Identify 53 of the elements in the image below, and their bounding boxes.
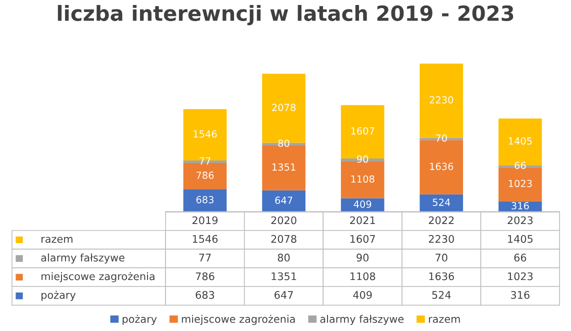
data-label: 77 bbox=[199, 254, 211, 262]
text: pożary bbox=[42, 290, 76, 301]
text: alarmy fałszywe bbox=[320, 314, 404, 325]
bar bbox=[420, 140, 464, 194]
x-tick-label: 2021 bbox=[350, 216, 375, 224]
data-label: 2230 bbox=[428, 234, 454, 243]
text: 1108 bbox=[351, 175, 374, 183]
data-label: 66 bbox=[514, 254, 526, 262]
text: 316 bbox=[512, 202, 529, 210]
data-label: 2078 bbox=[271, 234, 296, 243]
text: 1351 bbox=[272, 163, 296, 171]
x-tick-label: 2019 bbox=[192, 216, 218, 224]
data-label: 80 bbox=[278, 254, 290, 262]
legend-label: alarmy fałszywe bbox=[41, 253, 124, 264]
x-tick-label: 2023 bbox=[508, 216, 533, 224]
data-label: 683 bbox=[196, 290, 214, 299]
data-label: 786 bbox=[196, 272, 214, 280]
data-label: 1351 bbox=[272, 272, 296, 280]
data-label: 1546 bbox=[192, 234, 218, 243]
data-label: 1023 bbox=[508, 272, 533, 280]
text: 1607 bbox=[351, 127, 374, 135]
data-label: 90 bbox=[356, 254, 369, 262]
x-tick-label: 2022 bbox=[428, 216, 454, 224]
data-label: 1108 bbox=[350, 272, 376, 280]
data-label: 1636 bbox=[429, 272, 454, 280]
legend-label: pożary bbox=[122, 314, 157, 325]
data-label: 70 bbox=[436, 254, 448, 262]
legend-label: miejscowe zagrożenia bbox=[42, 272, 154, 282]
data-label: 1405 bbox=[508, 234, 533, 243]
text: 524 bbox=[432, 198, 450, 206]
data-label: 1607 bbox=[350, 234, 375, 243]
x-tick-label: 2020 bbox=[271, 216, 296, 224]
bar bbox=[262, 145, 306, 190]
data-label: 647 bbox=[274, 290, 293, 299]
data-label: 316 bbox=[511, 290, 530, 299]
text: 683 bbox=[196, 196, 214, 204]
text: 1023 bbox=[508, 180, 532, 188]
data-label: 409 bbox=[353, 290, 372, 299]
text: 1636 bbox=[430, 162, 454, 170]
text: miejscowe zagrożenia bbox=[182, 314, 295, 325]
text: 409 bbox=[354, 200, 372, 208]
text: 1546 bbox=[194, 130, 217, 138]
bar bbox=[183, 163, 227, 190]
bar bbox=[340, 161, 384, 198]
text: 786 bbox=[196, 172, 214, 179]
text: 1405 bbox=[508, 137, 532, 145]
text: razem bbox=[428, 316, 460, 323]
text: 647 bbox=[275, 196, 292, 204]
data-label: 524 bbox=[432, 290, 451, 299]
text: 2230 bbox=[430, 96, 454, 104]
legend-label: razem bbox=[42, 236, 72, 243]
text: 2078 bbox=[272, 104, 296, 112]
chart-title: liczba interewncji w latach 2019 - 2023 bbox=[58, 4, 514, 26]
